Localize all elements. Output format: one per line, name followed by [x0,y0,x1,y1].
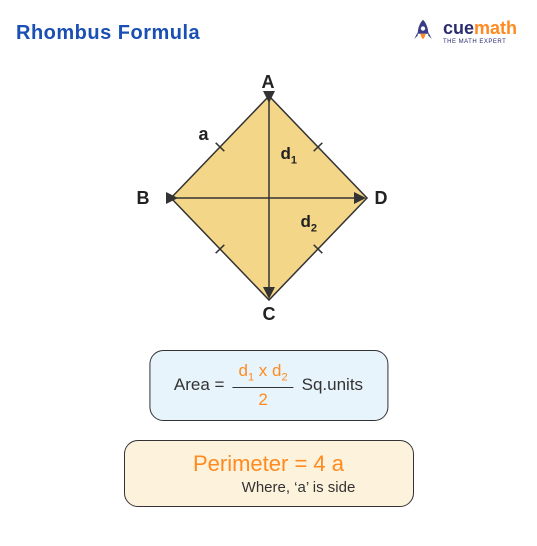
page-title: Rhombus Formula [16,22,200,45]
perimeter-sub: Where, ‘a’ is side [149,479,389,496]
vertex-a-label: A [262,72,275,93]
rocket-icon [409,18,437,46]
diagonal-1-label: d1 [281,144,298,166]
area-fraction: d1 x d2 2 [232,361,293,410]
brand-tagline: THE MATH EXPERT [443,39,517,45]
perimeter-main: Perimeter = 4 a [149,451,389,477]
diagonal-2-label: d2 [301,212,318,234]
brand-name: cuemath [443,19,517,37]
vertex-d-label: D [375,188,388,209]
area-label: Area = [174,375,225,395]
vertex-b-label: B [137,188,150,209]
area-formula-box: Area = d1 x d2 2 Sq.units [149,350,388,421]
area-units: Sq.units [302,375,363,395]
rhombus-diagram: A B C D a d1 d2 [159,88,379,328]
brand-logo: cuemath THE MATH EXPERT [409,18,517,46]
perimeter-formula-box: Perimeter = 4 a Where, ‘a’ is side [124,440,414,507]
vertex-c-label: C [263,304,276,325]
side-label: a [199,124,209,145]
